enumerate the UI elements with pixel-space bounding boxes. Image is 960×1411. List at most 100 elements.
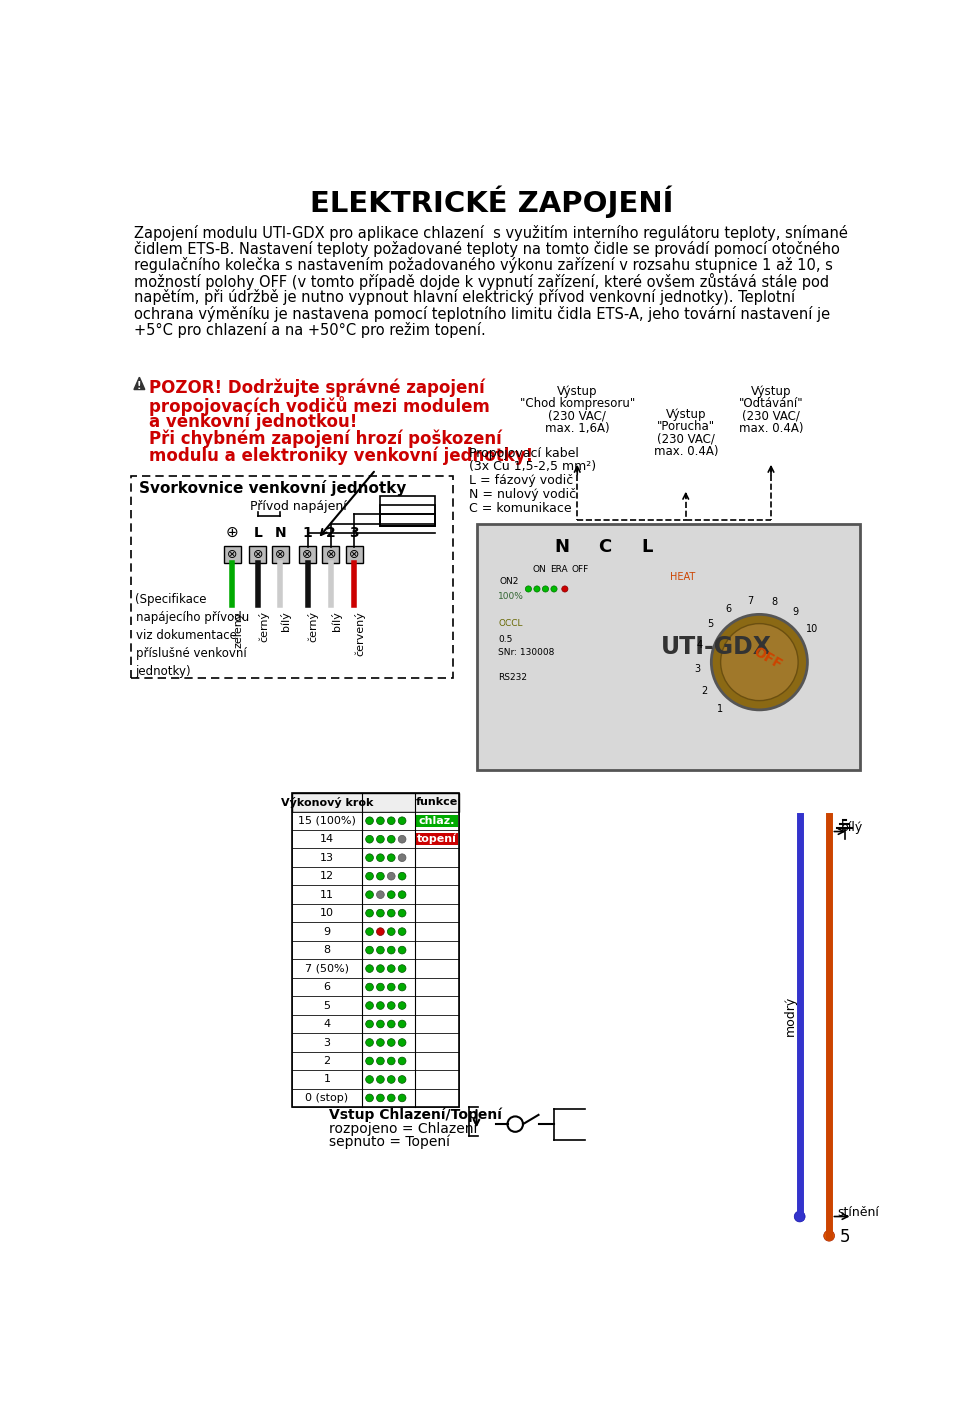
Bar bbox=[292, 978, 460, 996]
Circle shape bbox=[398, 1057, 406, 1065]
Circle shape bbox=[376, 1057, 384, 1065]
Bar bbox=[292, 811, 460, 830]
Bar bbox=[292, 1051, 460, 1070]
Text: SNr: 130008: SNr: 130008 bbox=[498, 649, 555, 658]
Text: (Specifikace
napájecího přívodu
viz dokumentace
příslušné venkovní
jednotky): (Specifikace napájecího přívodu viz doku… bbox=[135, 593, 249, 677]
Bar bbox=[292, 904, 460, 923]
Text: modulu a elektroniky venkovní jednotky!: modulu a elektroniky venkovní jednotky! bbox=[150, 446, 534, 466]
Text: L: L bbox=[253, 526, 262, 540]
Circle shape bbox=[388, 1057, 396, 1065]
Circle shape bbox=[388, 835, 396, 842]
Circle shape bbox=[388, 1002, 396, 1009]
Circle shape bbox=[388, 854, 396, 862]
Text: (230 VAC/: (230 VAC/ bbox=[657, 433, 714, 446]
Text: černý: černý bbox=[258, 611, 269, 642]
Text: 7 (50%): 7 (50%) bbox=[305, 964, 348, 974]
Circle shape bbox=[388, 890, 396, 899]
Text: UTI-GDX: UTI-GDX bbox=[661, 635, 772, 659]
Circle shape bbox=[398, 854, 406, 862]
Text: ⊗: ⊗ bbox=[276, 547, 286, 560]
Text: bílý: bílý bbox=[331, 611, 342, 631]
Text: (230 VAC/: (230 VAC/ bbox=[548, 409, 606, 422]
Text: ⊗: ⊗ bbox=[348, 547, 359, 560]
Text: (230 VAC/: (230 VAC/ bbox=[742, 409, 800, 422]
Text: ERA: ERA bbox=[550, 566, 567, 574]
Circle shape bbox=[388, 817, 396, 824]
Text: 6: 6 bbox=[726, 604, 732, 614]
Bar bbox=[292, 959, 460, 978]
Text: OFF: OFF bbox=[751, 645, 784, 672]
Circle shape bbox=[398, 872, 406, 880]
Text: ⊗: ⊗ bbox=[302, 547, 313, 560]
Circle shape bbox=[376, 1002, 384, 1009]
Circle shape bbox=[366, 947, 373, 954]
Circle shape bbox=[366, 928, 373, 935]
Circle shape bbox=[366, 1075, 373, 1084]
Text: L = fázový vodič: L = fázový vodič bbox=[468, 474, 573, 487]
Text: 13: 13 bbox=[320, 852, 334, 862]
Circle shape bbox=[398, 928, 406, 935]
Text: čidlem ETS-B. Nastavení teploty požadované teploty na tomto čidle se provádí pom: čidlem ETS-B. Nastavení teploty požadova… bbox=[134, 241, 840, 257]
Text: sepnuto = Topení: sepnuto = Topení bbox=[329, 1134, 450, 1150]
Circle shape bbox=[388, 1075, 396, 1084]
Text: 2: 2 bbox=[324, 1055, 330, 1065]
Text: topení: topení bbox=[417, 834, 457, 844]
Circle shape bbox=[398, 947, 406, 954]
Text: regulačního kolečka s nastavením požadovaného výkonu zařízení v rozsahu stupnice: regulačního kolečka s nastavením požadov… bbox=[134, 257, 833, 274]
Bar bbox=[292, 1070, 460, 1089]
Text: max. 0.4A): max. 0.4A) bbox=[739, 422, 804, 435]
Text: 8: 8 bbox=[771, 597, 778, 607]
Text: 12: 12 bbox=[320, 871, 334, 882]
Circle shape bbox=[376, 1075, 384, 1084]
Circle shape bbox=[542, 586, 548, 593]
Circle shape bbox=[551, 586, 557, 593]
Circle shape bbox=[388, 909, 396, 917]
Circle shape bbox=[388, 965, 396, 972]
Text: OCCL: OCCL bbox=[498, 619, 522, 628]
Text: 3: 3 bbox=[349, 526, 359, 540]
Circle shape bbox=[398, 965, 406, 972]
Text: 9: 9 bbox=[793, 607, 799, 617]
Text: 1: 1 bbox=[324, 1074, 330, 1085]
Text: chlaz.: chlaz. bbox=[419, 816, 455, 825]
Text: Výstup: Výstup bbox=[665, 408, 706, 420]
Text: N = nulový vodič: N = nulový vodič bbox=[468, 488, 576, 501]
Bar bbox=[346, 546, 363, 563]
Text: ⊗: ⊗ bbox=[228, 547, 238, 560]
Bar bbox=[323, 546, 339, 563]
Bar bbox=[250, 546, 267, 563]
Text: L: L bbox=[641, 538, 653, 556]
Text: 15 (100%): 15 (100%) bbox=[298, 816, 356, 825]
Bar bbox=[292, 848, 460, 866]
Text: Přívod napájení: Přívod napájení bbox=[250, 501, 347, 514]
Text: ON2: ON2 bbox=[500, 577, 519, 586]
Text: 100%: 100% bbox=[498, 593, 524, 601]
Bar bbox=[292, 886, 460, 904]
Circle shape bbox=[366, 1094, 373, 1102]
Text: Výstup: Výstup bbox=[557, 385, 597, 398]
Text: N: N bbox=[275, 526, 286, 540]
Text: a venkovní jednotkou!: a venkovní jednotkou! bbox=[150, 412, 358, 432]
Circle shape bbox=[721, 624, 798, 701]
Text: Výstup: Výstup bbox=[751, 385, 791, 398]
Circle shape bbox=[376, 983, 384, 991]
Circle shape bbox=[376, 965, 384, 972]
Circle shape bbox=[376, 854, 384, 862]
Circle shape bbox=[388, 928, 396, 935]
Circle shape bbox=[376, 909, 384, 917]
Circle shape bbox=[366, 1038, 373, 1047]
Text: zelený: zelený bbox=[232, 611, 244, 648]
Circle shape bbox=[398, 1094, 406, 1102]
Text: Při chybném zapojení hrozí poškození: Při chybném zapojení hrozí poškození bbox=[150, 429, 502, 449]
Bar bbox=[224, 546, 241, 563]
Text: 3: 3 bbox=[695, 663, 701, 673]
Circle shape bbox=[376, 1038, 384, 1047]
Circle shape bbox=[366, 872, 373, 880]
Text: modrý: modrý bbox=[784, 996, 797, 1037]
Bar bbox=[416, 832, 458, 845]
Text: 7: 7 bbox=[748, 595, 754, 607]
Circle shape bbox=[824, 1230, 834, 1242]
Circle shape bbox=[794, 1211, 805, 1222]
Text: 5: 5 bbox=[324, 1000, 330, 1010]
Circle shape bbox=[388, 983, 396, 991]
